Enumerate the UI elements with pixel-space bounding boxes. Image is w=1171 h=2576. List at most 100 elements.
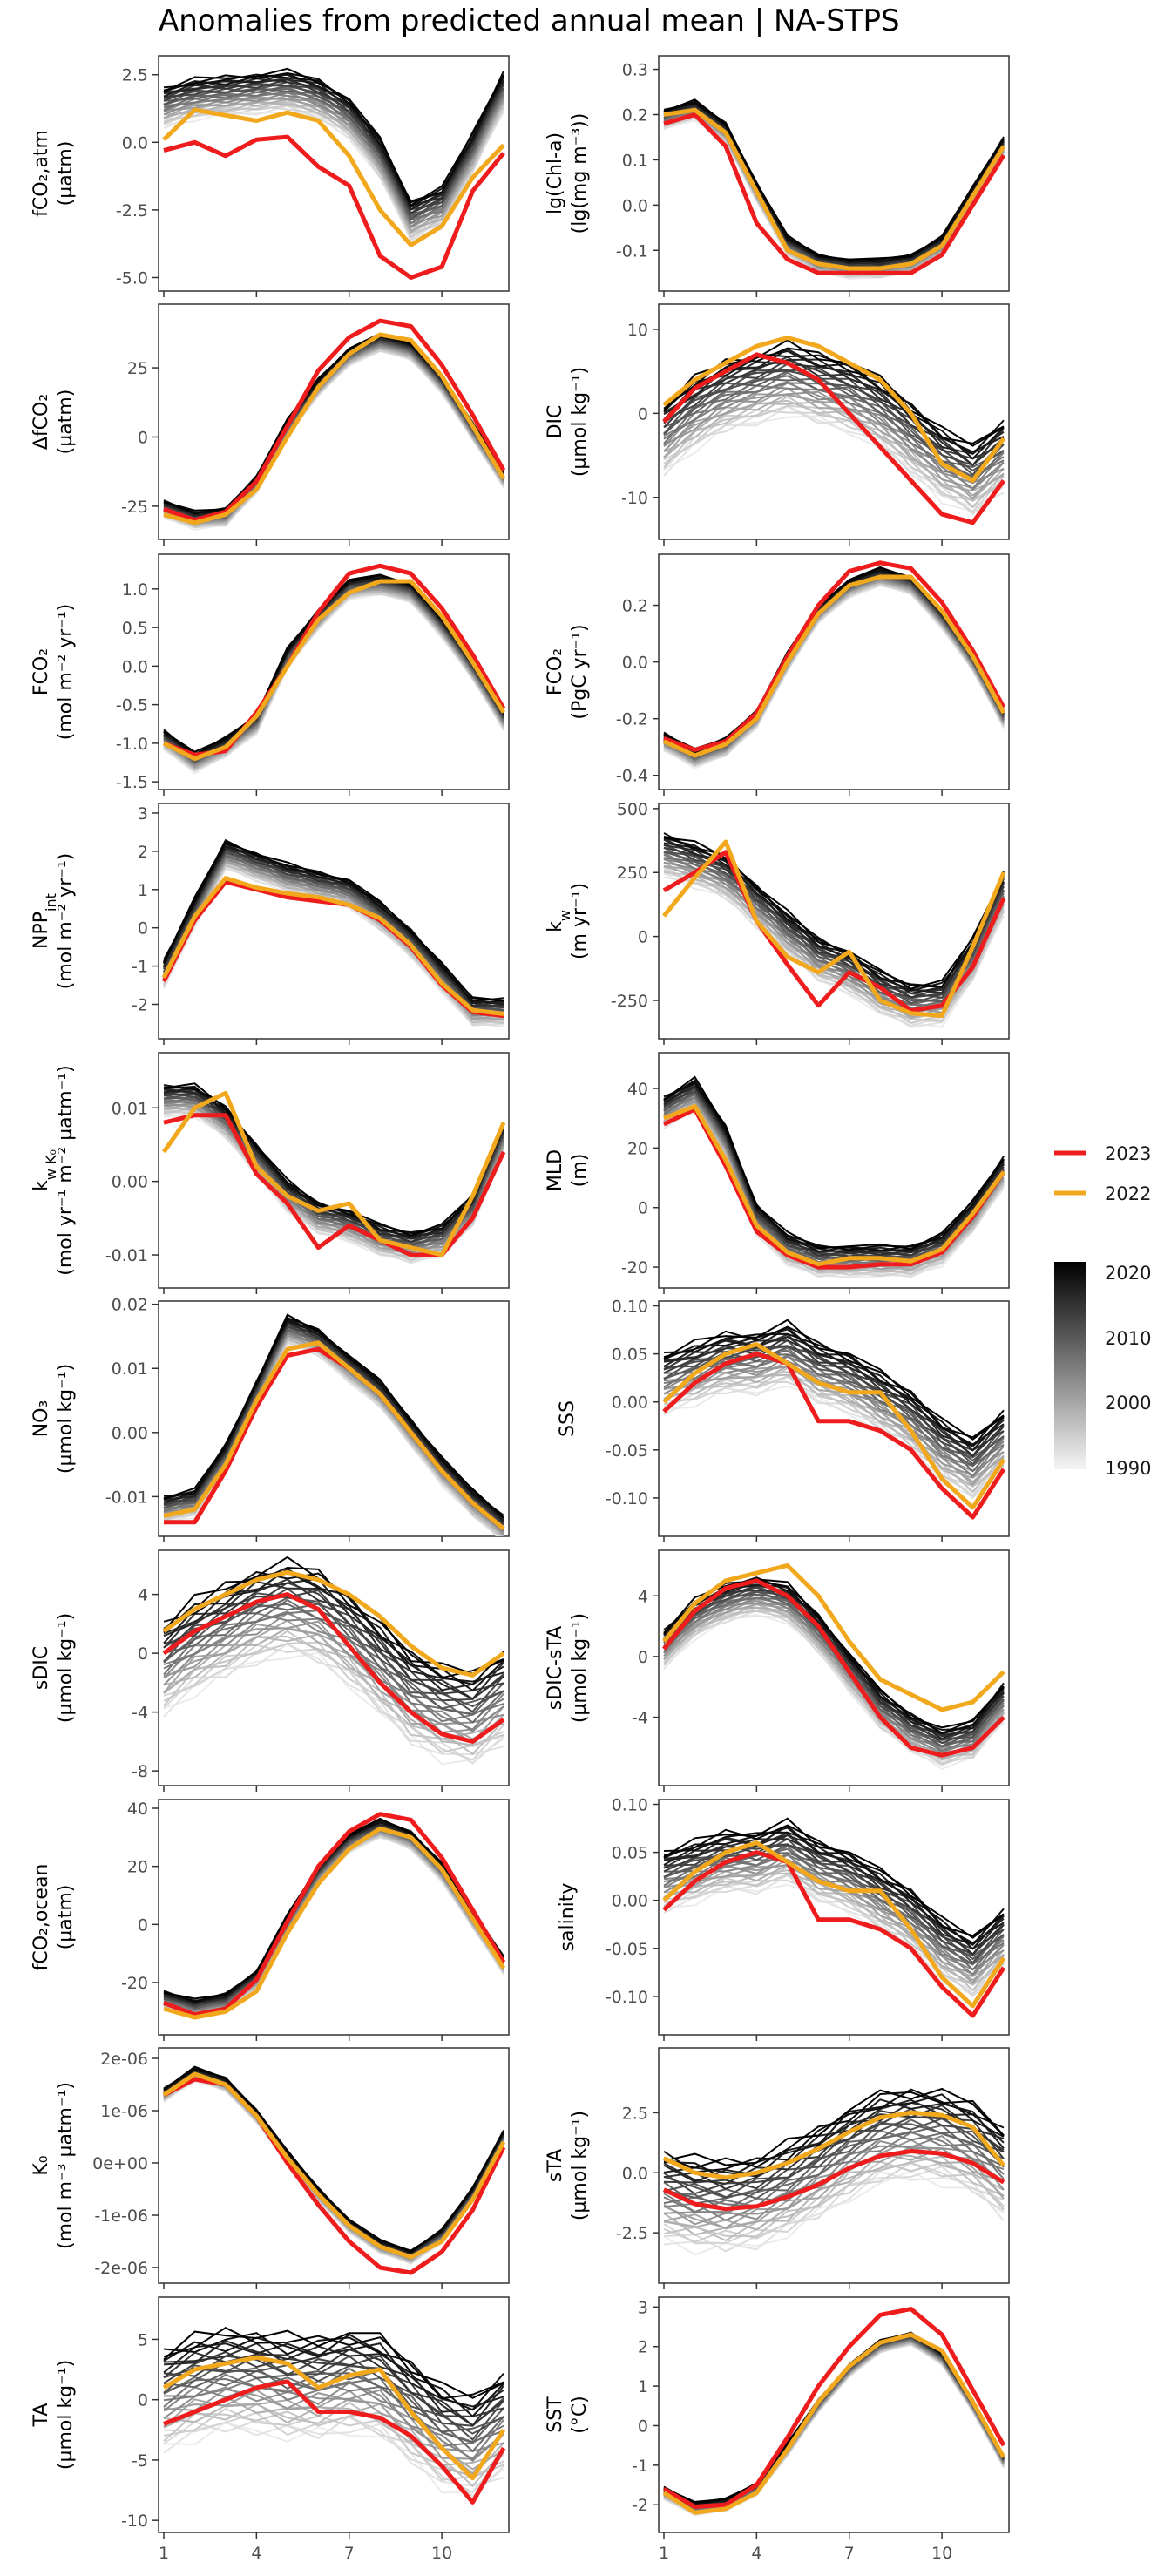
colorbar-tick-2020: 2020 [1105, 1263, 1151, 1284]
year-line-2013 [663, 1834, 1005, 1950]
series-line-2022 [163, 1340, 505, 1531]
y-axis-label: lg(Chl-a) (lg(mg m⁻³)) [545, 113, 591, 234]
year-line-2002 [663, 382, 1005, 485]
y-tick-label: 0.2 [622, 597, 648, 616]
y-tick-label: 0 [638, 2417, 648, 2436]
y-tick-label: 0.0 [622, 2164, 648, 2183]
y-tick-label: -1.0 [116, 735, 148, 754]
y-tick-label: -5.0 [116, 268, 148, 288]
year-line-1990 [663, 415, 1005, 512]
year-line-2021 [663, 98, 1005, 261]
y-tick-label: -10 [121, 2512, 148, 2531]
panel-kw: 500 250 0 -250 kw(m yr⁻¹) [545, 800, 1010, 1045]
series-line-2023 [163, 318, 506, 523]
year-line-1990 [663, 2170, 1005, 2256]
year-line-2013 [663, 846, 1005, 999]
x-tick-label: 7 [344, 2544, 355, 2563]
year-line-2003 [663, 1354, 1005, 1479]
panel-kwK0: 0.01 0.00 -0.01 kw K₀(mol yr⁻¹ m⁻² µatm⁻¹) [30, 1052, 510, 1294]
year-line-2018 [663, 1079, 1005, 1253]
series-line-2022 [161, 876, 504, 1016]
y-tick-label: -0.10 [606, 1489, 648, 1508]
year-line-2013 [663, 1589, 1005, 1741]
y-tick-label: -2.5 [116, 201, 148, 220]
series-line-2023 [663, 560, 1006, 752]
x-tick-label: 4 [251, 2544, 261, 2563]
y-tick-label: 0.02 [112, 1296, 148, 1315]
year-line-1998 [663, 1365, 1005, 1480]
y-tick-label: 0.00 [612, 1892, 648, 1911]
panel-FCO2-PgC: 0.2 0.0 -0.2 -0.4 FCO₂ (PgC yr⁻¹) [545, 553, 1010, 796]
y-tick-label: -20 [121, 1974, 148, 1993]
y-tick-label: -8 [132, 1762, 148, 1781]
y-tick-label: 40 [127, 1800, 148, 1819]
y-tick-label: 0.00 [112, 1424, 148, 1443]
year-line-2020 [163, 2327, 504, 2400]
panel-lines [662, 336, 1006, 525]
year-line-1992 [663, 2166, 1005, 2253]
year-line-2021 [163, 2329, 504, 2399]
panel-sDIC: 4 0 -4 -8 sDIC (µmol kg⁻¹) [30, 1549, 510, 1792]
series-line-2022 [162, 2355, 506, 2481]
y-axis-label: sTA (µmol kg⁻¹) [545, 2111, 591, 2220]
year-line-2007 [163, 2367, 504, 2453]
series-line-2022 [163, 332, 506, 525]
year-line-1992 [663, 872, 1005, 1027]
panel-NPPint: 3 2 1 0 -1 -2 NPPint(mol m⁻² yr⁻¹) [30, 803, 510, 1045]
y-tick-label: -0.01 [105, 1488, 148, 1507]
colorbar-tick-2000: 2000 [1105, 1393, 1151, 1413]
series-line-2022 [662, 2332, 1006, 2515]
y-tick-label: 0.3 [622, 61, 648, 80]
year-line-2021 [163, 2065, 504, 2254]
year-line-2018 [163, 1318, 504, 1519]
y-tick-label: 40 [627, 1080, 648, 1099]
y-tick-label: 0 [138, 1915, 148, 1935]
year-line-2014 [663, 356, 1005, 466]
year-line-2013 [163, 1582, 504, 1695]
y-tick-label: -0.2 [616, 710, 648, 729]
y-axis-label: sDIC-sTA (µmol kg⁻¹) [545, 1613, 591, 1723]
year-line-2021 [163, 1313, 504, 1519]
year-line-1998 [663, 393, 1005, 492]
year-line-1992 [663, 405, 1005, 516]
year-line-1992 [663, 1610, 1005, 1761]
y-tick-label: -1 [132, 958, 148, 977]
panel-SSS: 0.10 0.05 0.00 -0.05 -0.10 SSS [557, 1298, 1010, 1542]
y-tick-label: 0.01 [112, 1099, 148, 1118]
y-tick-label: -0.05 [606, 1940, 648, 1959]
y-tick-label: 0.01 [112, 1359, 148, 1379]
year-line-2003 [163, 2382, 504, 2463]
y-tick-label: 2 [138, 843, 148, 862]
year-line-2018 [663, 837, 1005, 992]
panel-lines [662, 1563, 1005, 1771]
year-line-2009 [663, 2123, 1005, 2200]
panel-fCO2atm: 2.5 0.0 -2.5 -5.0 fCO₂,atm (µatm) [30, 55, 510, 297]
y-tick-label: 20 [127, 1858, 148, 1877]
series-line-2023 [163, 563, 506, 757]
y-tick-label: -1 [632, 2457, 648, 2476]
panel-FCO2: 1.0 0.5 0.0 -0.5 -1.0 -1.5 FCO₂ (mol m⁻² yr⁻¹) [30, 553, 510, 796]
panel-Chl-a: 0.3 0.2 0.1 0.0 -0.1 lg(Chl-a) (lg(mg m⁻³)) [545, 55, 1010, 297]
panel-TA: 5 0 -5 -10 1 4 7 10 TA (µmol kg⁻¹) [30, 2296, 510, 2563]
panel-K0: 2e-06 1e-06 0e+00 -1e-06 -2e-06 K₀ (mol m⁻³ µa… [30, 2047, 510, 2289]
y-axis-label: SSS [557, 1400, 579, 1437]
series-line-2022 [662, 574, 1006, 758]
year-line-1998 [163, 1627, 504, 1740]
y-tick-label: 0.2 [622, 106, 648, 125]
y-tick-label: -250 [611, 992, 648, 1011]
series-line-2023 [662, 1578, 1005, 1758]
y-axis-label: MLD (m) [545, 1149, 591, 1191]
y-tick-label: -1e-06 [94, 2207, 148, 2226]
panel-lines [161, 838, 504, 1028]
y-tick-label: 25 [127, 359, 148, 378]
y-axis-label: DIC (µmol kg⁻¹) [545, 367, 591, 477]
y-axis-label: fCO₂,ocean (µatm) [30, 1864, 77, 1971]
year-line-1990 [163, 1651, 504, 1766]
series-line-2023 [163, 134, 505, 280]
year-line-1995 [663, 1865, 1005, 1987]
year-line-1992 [163, 1643, 504, 1765]
panel-lines [162, 563, 506, 775]
panel-lines [162, 2065, 506, 2275]
panel-lines [662, 2087, 1005, 2256]
series-line-2023 [662, 352, 1006, 525]
